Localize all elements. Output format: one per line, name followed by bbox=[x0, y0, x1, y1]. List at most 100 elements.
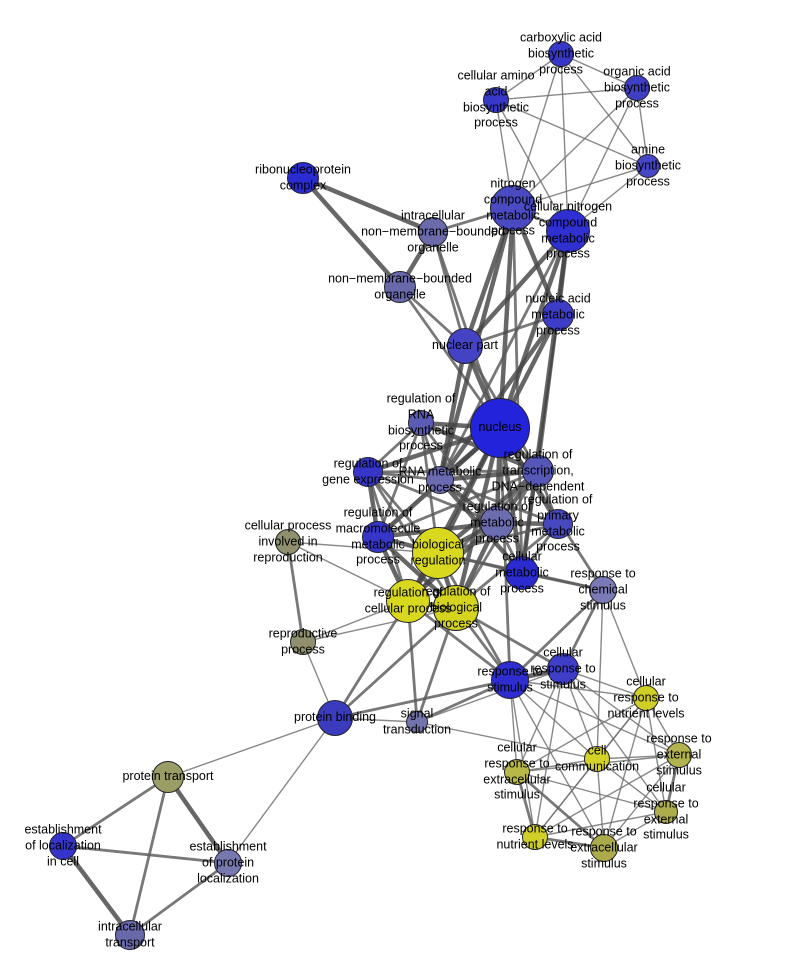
edge-organic-amine[interactable] bbox=[636, 87, 649, 167]
edge-regbioproc-repro[interactable] bbox=[302, 607, 457, 643]
edge-ribo-nmb[interactable] bbox=[301, 176, 402, 289]
edge-respstim-cellcomm[interactable] bbox=[509, 679, 598, 760]
node-protbind[interactable] bbox=[317, 700, 353, 736]
edge-cellrespnutrient-cellrespexternal[interactable] bbox=[645, 697, 667, 813]
node-regcellproc[interactable] bbox=[386, 579, 430, 623]
edge-nucleic-rnametab[interactable] bbox=[438, 313, 560, 482]
edge-regbioproc-protbind[interactable] bbox=[334, 606, 457, 720]
edge-estprotloc-intratrans[interactable] bbox=[129, 861, 229, 937]
edge-regrnabio-regmacro[interactable] bbox=[376, 422, 423, 538]
node-nmb[interactable] bbox=[384, 271, 416, 303]
node-carbox[interactable] bbox=[548, 41, 574, 67]
node-cellrespextra[interactable] bbox=[504, 759, 530, 785]
edge-reggene-regbioproc[interactable] bbox=[366, 471, 458, 609]
node-cellrespexternal[interactable] bbox=[654, 800, 678, 824]
edge-carbox-amine[interactable] bbox=[560, 53, 649, 167]
node-regmacro[interactable] bbox=[362, 521, 394, 553]
edge-nitrogen-nucleus[interactable] bbox=[497, 207, 516, 429]
edge-cellrespstim-cellrespexternal[interactable] bbox=[562, 668, 667, 813]
edge-amine-nitrogen[interactable] bbox=[512, 165, 649, 209]
node-cellrespstim[interactable] bbox=[547, 653, 579, 685]
edge-amino-cellnitrogen[interactable] bbox=[495, 99, 569, 232]
edge-respextra-cellrespextra[interactable] bbox=[516, 770, 605, 850]
edge-cellcomm-cellrespextra[interactable] bbox=[516, 758, 598, 773]
edge-carbox-nitrogen[interactable] bbox=[512, 53, 562, 209]
edge-estloccell-intratrans[interactable] bbox=[61, 844, 132, 937]
edge-cellcomm-respnutrient[interactable] bbox=[534, 758, 598, 838]
edge-organic-nitrogen[interactable] bbox=[512, 87, 638, 209]
node-amine[interactable] bbox=[636, 154, 660, 178]
edge-amino-amine[interactable] bbox=[495, 99, 649, 167]
edge-respchem-cellcomm[interactable] bbox=[596, 589, 604, 760]
edge-regrnabio-regmetab[interactable] bbox=[419, 422, 499, 524]
edge-cellcomm-cellrespexternal[interactable] bbox=[596, 758, 667, 813]
edge-respexternal-respextra[interactable] bbox=[603, 754, 680, 849]
node-regrnabio[interactable] bbox=[408, 410, 434, 436]
node-cellcomm[interactable] bbox=[584, 746, 610, 772]
edge-respchem-cellrespnutrient[interactable] bbox=[602, 589, 647, 699]
edge-protbind-prottrans[interactable] bbox=[167, 717, 336, 778]
edge-cellrespstim-cellrespextra[interactable] bbox=[516, 668, 564, 773]
node-rnametab[interactable] bbox=[426, 466, 454, 494]
edge-organic-cellnitrogen[interactable] bbox=[567, 87, 638, 232]
node-intranmb[interactable] bbox=[418, 217, 448, 247]
edge-regtranscription-rnametab[interactable] bbox=[439, 468, 539, 483]
node-regmetab[interactable] bbox=[480, 506, 514, 540]
node-cellmetab[interactable] bbox=[505, 556, 539, 590]
edge-regcellproc-protbind[interactable] bbox=[333, 600, 410, 719]
node-respchem[interactable] bbox=[589, 576, 617, 604]
node-respnutrient[interactable] bbox=[522, 824, 548, 850]
edge-cellprocrepro-repro[interactable] bbox=[286, 541, 305, 643]
node-sigtrans[interactable] bbox=[406, 711, 428, 733]
edge-reggene-regmetab[interactable] bbox=[367, 470, 498, 525]
edge-cellnitrogen-nucleus[interactable] bbox=[497, 230, 571, 429]
edge-cellrespexternal-respnutrient[interactable] bbox=[534, 811, 667, 838]
edge-ribo-intranmb[interactable] bbox=[302, 175, 434, 235]
edge-prottrans-estloccell[interactable] bbox=[62, 775, 169, 848]
edge-respexternal-cellcomm[interactable] bbox=[596, 754, 680, 760]
node-intratrans[interactable] bbox=[115, 920, 145, 950]
edge-cellrespstim-sigtrans[interactable] bbox=[416, 668, 564, 723]
node-regprimary[interactable] bbox=[543, 509, 573, 539]
node-cellrespnutrient[interactable] bbox=[633, 685, 659, 711]
node-nucleic[interactable] bbox=[542, 299, 574, 331]
node-respexternal[interactable] bbox=[666, 742, 692, 768]
node-regbioproc[interactable] bbox=[433, 585, 479, 631]
edge-nitrogen-cellmetab[interactable] bbox=[511, 207, 524, 574]
edge-respstim-protbind[interactable] bbox=[334, 678, 511, 720]
edge-respstim-respexternal[interactable] bbox=[509, 679, 680, 756]
edge-cellcomm-respextra[interactable] bbox=[596, 758, 605, 849]
node-ribo[interactable] bbox=[287, 162, 319, 194]
edge-estloccell-estprotloc[interactable] bbox=[62, 844, 229, 865]
node-regtranscription[interactable] bbox=[522, 455, 554, 487]
node-prottrans[interactable] bbox=[152, 761, 184, 793]
edge-cellrespexternal-cellrespextra[interactable] bbox=[516, 771, 667, 813]
node-cellnitrogen[interactable] bbox=[546, 209, 590, 253]
edge-cellnitrogen-cellmetab[interactable] bbox=[519, 230, 571, 574]
edge-protbind-estprotloc[interactable] bbox=[227, 717, 336, 864]
edge-regtranscription-reggene[interactable] bbox=[367, 469, 539, 474]
node-nitrogen[interactable] bbox=[490, 185, 536, 231]
node-respextra[interactable] bbox=[590, 834, 618, 862]
edge-cellcomm-sigtrans[interactable] bbox=[416, 721, 598, 760]
edge-cellrespnutrient-cellrespextra[interactable] bbox=[516, 697, 647, 773]
node-repro[interactable] bbox=[290, 629, 316, 655]
node-reggene[interactable] bbox=[353, 457, 383, 487]
edge-respchem-respstim[interactable] bbox=[509, 588, 604, 682]
node-nuclearpart[interactable] bbox=[447, 328, 483, 364]
node-nucleus[interactable] bbox=[470, 398, 530, 458]
edge-regtranscription-regmacro[interactable] bbox=[377, 469, 539, 539]
node-bioreg[interactable] bbox=[412, 527, 464, 579]
edge-prottrans-estprotloc[interactable] bbox=[166, 775, 230, 865]
edge-carbox-cellnitrogen[interactable] bbox=[560, 53, 569, 232]
node-organic[interactable] bbox=[624, 75, 650, 101]
edge-organic-amino[interactable] bbox=[495, 87, 638, 101]
node-amino[interactable] bbox=[483, 87, 509, 113]
node-respstim[interactable] bbox=[491, 661, 529, 699]
edge-rnametab-regprimary[interactable] bbox=[439, 478, 559, 526]
edge-respstim-respextra[interactable] bbox=[509, 679, 605, 849]
node-estloccell[interactable] bbox=[49, 832, 77, 860]
node-cellprocrepro[interactable] bbox=[275, 529, 301, 555]
node-estprotloc[interactable] bbox=[214, 849, 242, 877]
edge-cellrespstim-cellcomm[interactable] bbox=[562, 668, 598, 760]
